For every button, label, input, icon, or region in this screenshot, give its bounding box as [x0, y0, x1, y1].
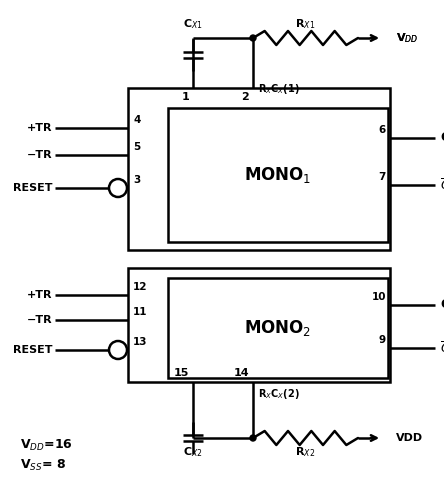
Text: MONO$_2$: MONO$_2$: [245, 318, 312, 338]
Text: R$_X$C$_X$(1): R$_X$C$_X$(1): [258, 82, 300, 96]
Text: V$_{DD}$=16: V$_{DD}$=16: [20, 437, 73, 453]
Text: R$_X$C$_X$(2): R$_X$C$_X$(2): [258, 387, 300, 401]
Bar: [168, 278, 388, 378]
Text: R$_{X2}$: R$_{X2}$: [295, 445, 316, 459]
Text: 3: 3: [133, 175, 140, 185]
Text: R$_{X1}$: R$_{X1}$: [295, 17, 316, 31]
Text: 4: 4: [133, 115, 140, 125]
Text: 6: 6: [379, 125, 386, 135]
Text: 13: 13: [133, 337, 147, 347]
Text: Q$_2$: Q$_2$: [440, 298, 444, 313]
Text: V$_{DD}$: V$_{DD}$: [396, 31, 418, 45]
Text: $\overline{Q_2}$: $\overline{Q_2}$: [440, 339, 444, 357]
Text: $\overline{Q_1}$: $\overline{Q_1}$: [440, 176, 444, 194]
Text: MONO$_1$: MONO$_1$: [244, 165, 312, 185]
Text: 11: 11: [133, 307, 147, 317]
Text: V$_{DD}$: V$_{DD}$: [396, 31, 418, 45]
Text: +TR: +TR: [27, 123, 52, 133]
Circle shape: [250, 435, 256, 441]
Bar: [128, 88, 390, 250]
Text: 7: 7: [379, 172, 386, 182]
Bar: [168, 108, 388, 242]
Text: C$_{X2}$: C$_{X2}$: [183, 445, 203, 459]
Text: Q$_1$: Q$_1$: [440, 131, 444, 145]
Text: 9: 9: [379, 335, 386, 345]
Text: V$_{SS}$= 8: V$_{SS}$= 8: [20, 458, 66, 472]
Text: 14: 14: [234, 368, 249, 378]
Text: 15: 15: [174, 368, 189, 378]
Text: 5: 5: [133, 142, 140, 152]
Text: 2: 2: [241, 92, 249, 102]
Text: 12: 12: [133, 282, 147, 292]
Text: VDD: VDD: [396, 433, 423, 443]
Text: 1: 1: [181, 92, 189, 102]
Text: C$_{X1}$: C$_{X1}$: [183, 17, 203, 31]
Text: −TR: −TR: [26, 150, 52, 160]
Circle shape: [250, 35, 256, 41]
Text: RESET: RESET: [12, 183, 52, 193]
Text: −TR: −TR: [26, 315, 52, 325]
Text: 10: 10: [372, 292, 386, 302]
Text: +TR: +TR: [27, 290, 52, 300]
Bar: [128, 268, 390, 382]
Text: RESET: RESET: [12, 345, 52, 355]
